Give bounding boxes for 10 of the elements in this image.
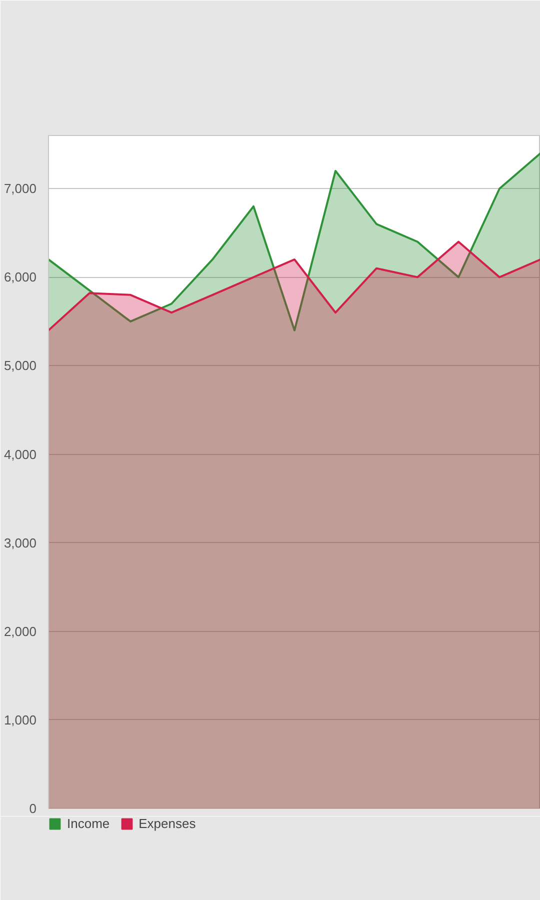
- y-tick-label: 3,000: [4, 535, 37, 550]
- y-tick-label: 4,000: [4, 446, 37, 462]
- y-tick-label: 2,000: [4, 624, 37, 639]
- y-tick-label: 7,000: [4, 181, 37, 196]
- y-tick-label: 5,000: [4, 358, 37, 374]
- y-tick-label: 0: [29, 801, 37, 816]
- legend-label: Income: [67, 816, 110, 831]
- legend-label: Expenses: [138, 816, 196, 831]
- y-tick-label: 6,000: [4, 270, 37, 285]
- y-tick-label: 1,000: [4, 712, 37, 728]
